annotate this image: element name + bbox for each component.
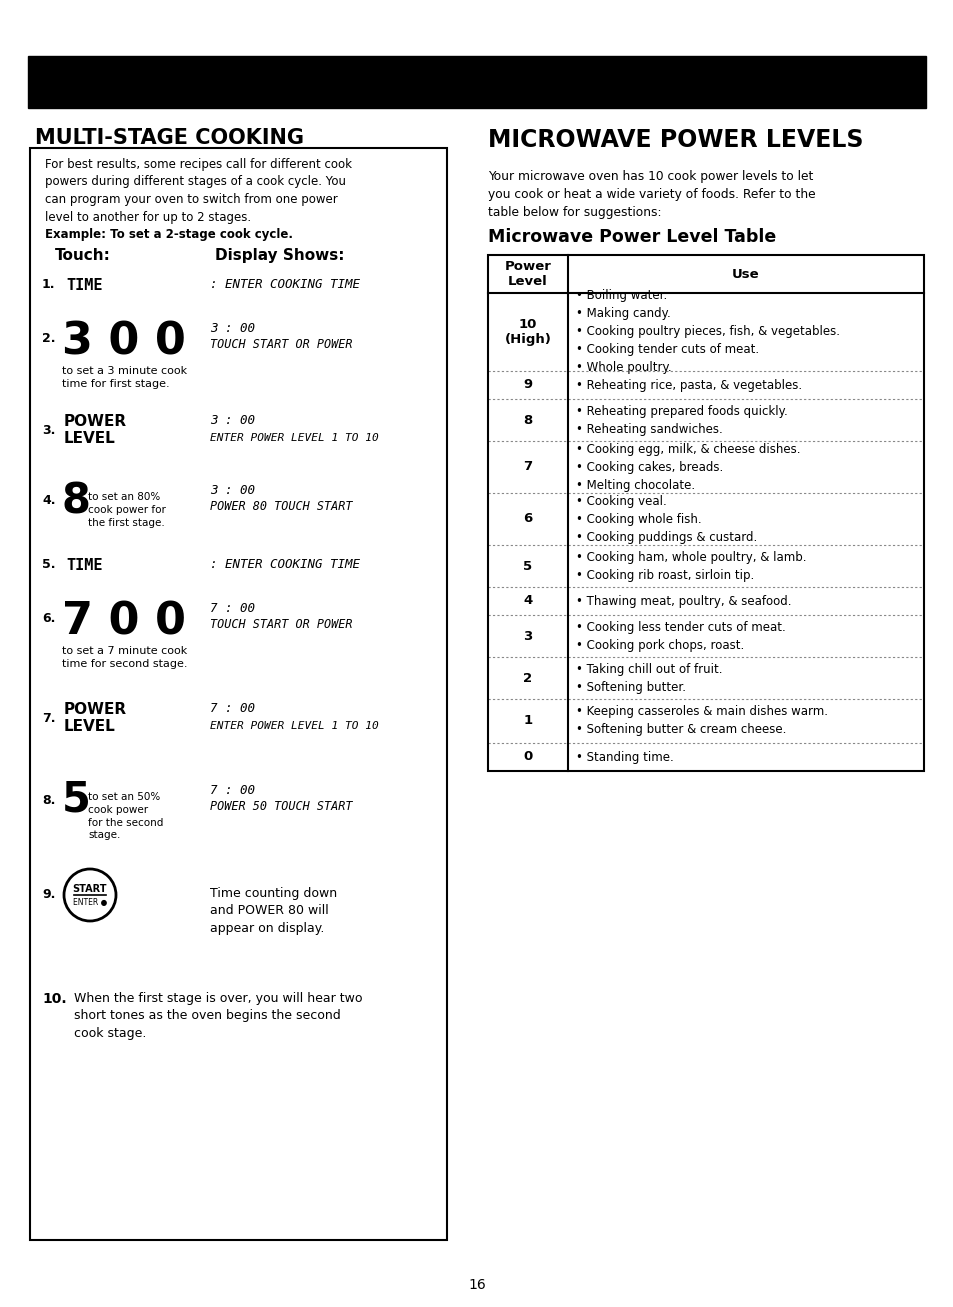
Text: 6: 6 (523, 512, 532, 525)
Text: • Thawing meat, poultry, & seafood.: • Thawing meat, poultry, & seafood. (576, 595, 791, 608)
Text: 1.: 1. (42, 278, 55, 291)
Text: ENTER ●: ENTER ● (72, 898, 107, 907)
Text: 1: 1 (523, 715, 532, 728)
Text: 16: 16 (468, 1278, 485, 1293)
Text: Time counting down
and POWER 80 will
appear on display.: Time counting down and POWER 80 will app… (210, 887, 336, 935)
Text: Use: Use (731, 268, 759, 281)
Text: • Cooking less tender cuts of meat.
• Cooking pork chops, roast.: • Cooking less tender cuts of meat. • Co… (576, 621, 785, 651)
Text: 5: 5 (523, 559, 532, 572)
Text: 9.: 9. (42, 889, 55, 902)
Text: ENTER POWER LEVEL 1 TO 10: ENTER POWER LEVEL 1 TO 10 (210, 721, 378, 731)
Text: Touch:: Touch: (55, 248, 111, 263)
Text: 3 : 00: 3 : 00 (210, 484, 254, 497)
Text: 7.: 7. (42, 711, 55, 724)
Text: TOUCH START OR POWER: TOUCH START OR POWER (210, 337, 352, 350)
Text: 4: 4 (523, 595, 532, 608)
Text: MULTI-STAGE COOKING: MULTI-STAGE COOKING (35, 128, 304, 148)
Text: 4.: 4. (42, 494, 55, 507)
Text: TOUCH START OR POWER: TOUCH START OR POWER (210, 617, 352, 630)
Bar (30, 148, 447, 1240)
Text: ENTER POWER LEVEL 1 TO 10: ENTER POWER LEVEL 1 TO 10 (210, 433, 378, 443)
Text: Microwave Power Level Table: Microwave Power Level Table (488, 227, 776, 246)
Text: 3.: 3. (42, 423, 55, 437)
Text: to set a 7 minute cook
time for second stage.: to set a 7 minute cook time for second s… (62, 646, 188, 669)
Bar (488, 255, 923, 771)
Text: • Reheating rice, pasta, & vegetables.: • Reheating rice, pasta, & vegetables. (576, 379, 801, 392)
Text: POWER
LEVEL: POWER LEVEL (64, 702, 127, 735)
Text: 7 : 00: 7 : 00 (210, 783, 254, 796)
Text: • Boiling water.
• Making candy.
• Cooking poultry pieces, fish, & vegetables.
•: • Boiling water. • Making candy. • Cooki… (576, 289, 840, 375)
Text: : ENTER COOKING TIME: : ENTER COOKING TIME (210, 278, 359, 291)
Text: When the first stage is over, you will hear two
short tones as the oven begins t: When the first stage is over, you will h… (74, 992, 362, 1040)
Text: • Cooking veal.
• Cooking whole fish.
• Cooking puddings & custard.: • Cooking veal. • Cooking whole fish. • … (576, 494, 757, 544)
Text: POWER 50 TOUCH START: POWER 50 TOUCH START (210, 800, 352, 813)
Text: POWER
LEVEL: POWER LEVEL (64, 414, 127, 446)
Text: START: START (72, 884, 107, 894)
Text: TIME: TIME (66, 558, 102, 572)
Text: Example: To set a 2-stage cook cycle.: Example: To set a 2-stage cook cycle. (45, 227, 293, 240)
Text: 9: 9 (523, 379, 532, 392)
Text: MICROWAVE POWER LEVELS: MICROWAVE POWER LEVELS (488, 128, 862, 152)
Text: 8: 8 (523, 413, 532, 426)
Text: 8.: 8. (42, 793, 55, 806)
Text: 8: 8 (62, 481, 91, 523)
Text: 10.: 10. (42, 992, 67, 1006)
Text: 5.: 5. (42, 558, 55, 571)
Text: 5: 5 (62, 779, 91, 821)
Text: 3 : 00: 3 : 00 (210, 414, 254, 427)
Text: Your microwave oven has 10 cook power levels to let
you cook or heat a wide vari: Your microwave oven has 10 cook power le… (488, 170, 815, 220)
Text: 3: 3 (523, 630, 532, 643)
Text: 3 0 0: 3 0 0 (62, 320, 186, 363)
Text: 2.: 2. (42, 332, 55, 345)
Text: 6.: 6. (42, 612, 55, 625)
Text: 7 : 00: 7 : 00 (210, 601, 254, 614)
Text: 7 : 00: 7 : 00 (210, 702, 254, 715)
Text: • Taking chill out of fruit.
• Softening butter.: • Taking chill out of fruit. • Softening… (576, 663, 721, 694)
Text: to set an 80%
cook power for
the first stage.: to set an 80% cook power for the first s… (88, 491, 166, 528)
Text: • Cooking ham, whole poultry, & lamb.
• Cooking rib roast, sirloin tip.: • Cooking ham, whole poultry, & lamb. • … (576, 550, 805, 582)
Text: 2: 2 (523, 672, 532, 685)
Bar (28, 56, 925, 108)
Text: 3 : 00: 3 : 00 (210, 322, 254, 335)
Text: Power
Level: Power Level (504, 260, 551, 288)
Text: • Reheating prepared foods quickly.
• Reheating sandwiches.: • Reheating prepared foods quickly. • Re… (576, 404, 787, 435)
Text: 0: 0 (523, 750, 532, 763)
Text: TIME: TIME (66, 277, 102, 293)
Text: 10
(High): 10 (High) (504, 318, 551, 346)
Text: • Cooking egg, milk, & cheese dishes.
• Cooking cakes, breads.
• Melting chocola: • Cooking egg, milk, & cheese dishes. • … (576, 443, 800, 491)
Text: Display Shows:: Display Shows: (214, 248, 344, 263)
Text: • Standing time.: • Standing time. (576, 750, 673, 763)
Text: • Keeping casseroles & main dishes warm.
• Softening butter & cream cheese.: • Keeping casseroles & main dishes warm.… (576, 706, 827, 737)
Text: For best results, some recipes call for different cook
powers during different s: For best results, some recipes call for … (45, 158, 352, 223)
Text: 7 0 0: 7 0 0 (62, 600, 186, 643)
Text: : ENTER COOKING TIME: : ENTER COOKING TIME (210, 558, 359, 571)
Text: to set a 3 minute cook
time for first stage.: to set a 3 minute cook time for first st… (62, 366, 187, 388)
Text: POWER 80 TOUCH START: POWER 80 TOUCH START (210, 501, 352, 514)
Text: to set an 50%
cook power
for the second
stage.: to set an 50% cook power for the second … (88, 792, 163, 840)
Text: 7: 7 (523, 460, 532, 473)
